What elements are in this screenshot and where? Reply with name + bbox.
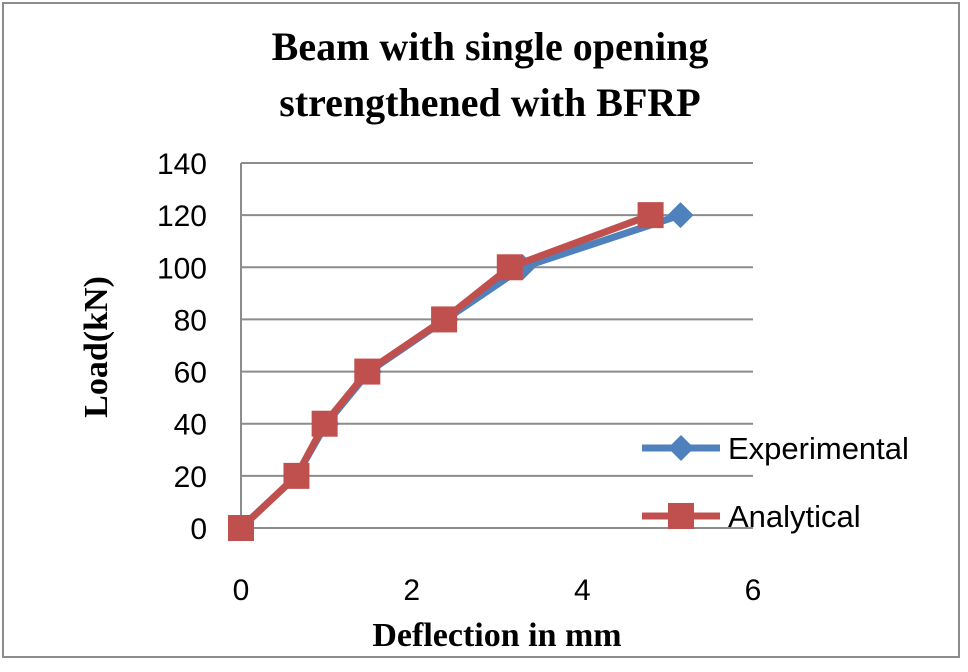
data-point [637, 202, 664, 229]
y-tick-label: 80 [174, 304, 207, 337]
x-axis-ticks: 0 2 4 6 [233, 574, 762, 607]
legend: Experimental Analytical [642, 431, 909, 534]
chart-frame [2, 2, 960, 658]
y-tick-label: 100 [157, 252, 207, 285]
x-tick-label: 4 [574, 574, 591, 607]
legend-label: Experimental [728, 431, 909, 466]
y-axis-label: Load(kN) [78, 276, 115, 418]
y-tick-label: 40 [174, 409, 207, 442]
y-tick-label: 140 [157, 148, 207, 181]
legend-item: Experimental [642, 431, 909, 466]
legend-item: Analytical [642, 499, 861, 534]
series-group [228, 202, 694, 541]
x-tick-label: 6 [745, 574, 762, 607]
y-axis-ticks: 0 20 40 60 80 100 120 140 [157, 148, 207, 546]
data-point [431, 306, 458, 333]
y-tick-label: 0 [190, 513, 207, 546]
legend-marker [668, 503, 694, 529]
chart-title-line1: Beam with single opening [271, 24, 709, 69]
x-tick-label: 2 [403, 574, 420, 607]
data-point [496, 254, 523, 281]
chart-title-line2: strengthened with BFRP [279, 80, 701, 125]
legend-marker [668, 435, 694, 461]
legend-label: Analytical [728, 499, 861, 534]
data-point [667, 202, 694, 229]
series-analytical [228, 202, 664, 541]
data-point [311, 410, 338, 437]
x-axis-label: Deflection in mm [372, 617, 621, 654]
x-tick-label: 0 [233, 574, 250, 607]
y-tick-label: 60 [174, 357, 207, 390]
data-point [354, 358, 381, 385]
data-point [228, 515, 254, 541]
y-tick-label: 20 [174, 461, 207, 494]
y-tick-label: 120 [157, 200, 207, 233]
data-point [283, 462, 310, 489]
